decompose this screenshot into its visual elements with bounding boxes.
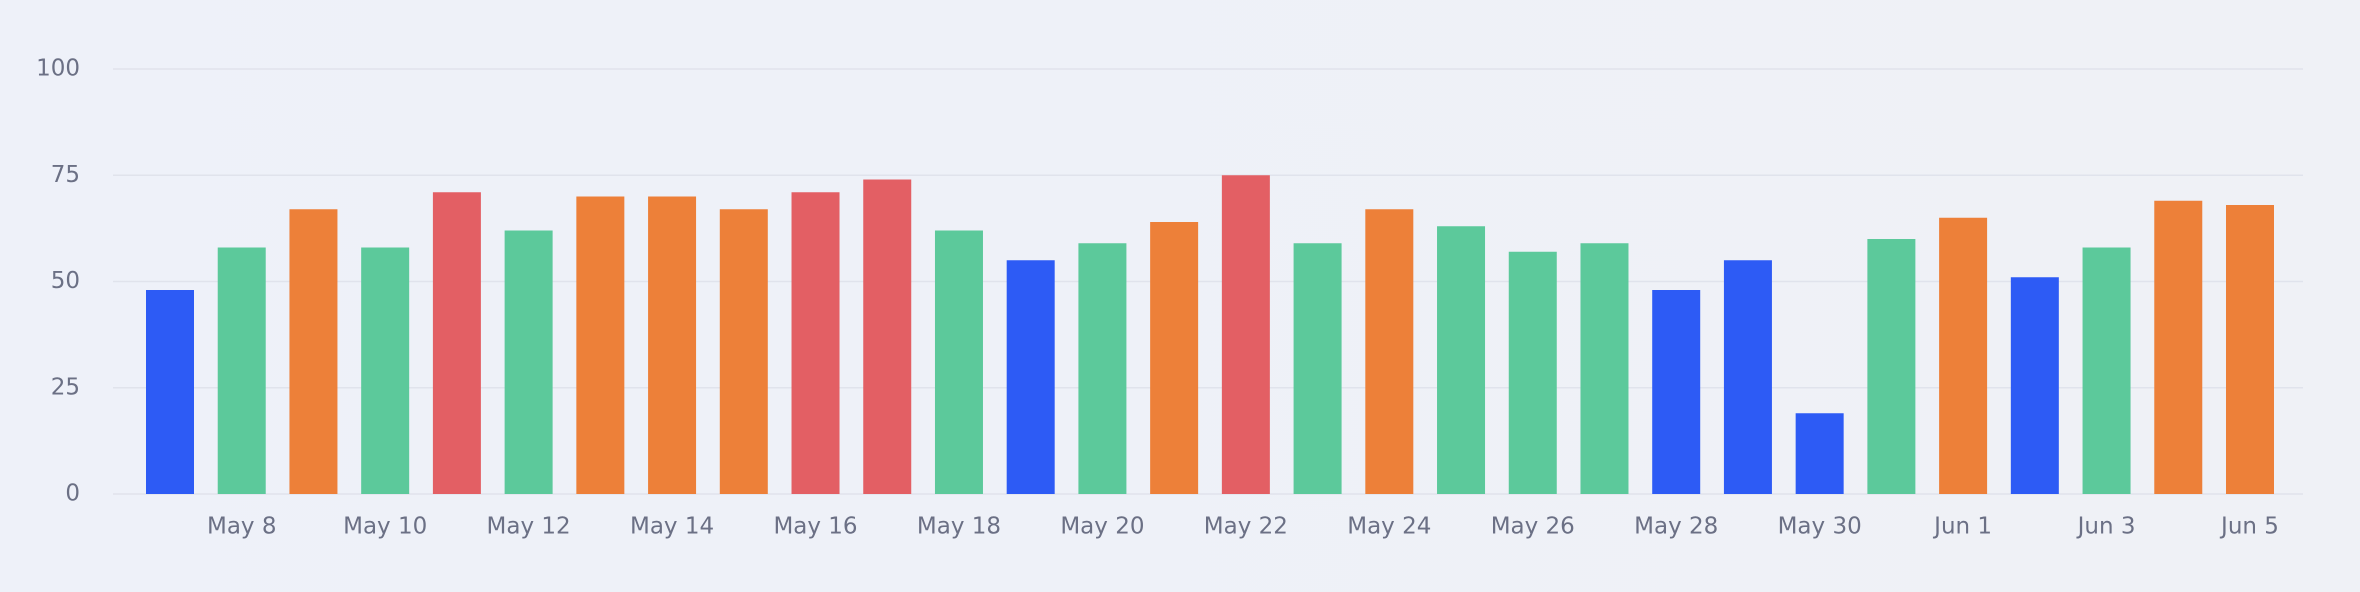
bar xyxy=(504,230,553,494)
x-tick-label: Jun 1 xyxy=(1932,514,1992,540)
bar xyxy=(1437,226,1486,494)
y-tick-label: 0 xyxy=(65,481,80,507)
bar xyxy=(1508,251,1557,494)
bar xyxy=(791,192,840,494)
bar xyxy=(2226,205,2274,494)
y-tick-label: 75 xyxy=(51,162,80,188)
bar xyxy=(648,196,697,494)
x-tick-label: May 18 xyxy=(917,514,1001,540)
x-tick-label: May 12 xyxy=(487,514,571,540)
x-tick-label: May 20 xyxy=(1060,514,1144,540)
x-tick-label: May 26 xyxy=(1491,514,1575,540)
bar xyxy=(1939,217,1988,494)
x-tick-label: Jun 3 xyxy=(2076,514,2136,540)
bar xyxy=(1150,222,1199,494)
x-tick-label: May 30 xyxy=(1778,514,1862,540)
bar xyxy=(432,192,481,494)
bar xyxy=(1580,243,1629,494)
y-tick-label: 25 xyxy=(51,374,80,400)
x-tick-label: May 24 xyxy=(1347,514,1431,540)
bar xyxy=(1078,243,1127,494)
bar xyxy=(289,209,338,494)
bar xyxy=(1723,260,1772,494)
bar xyxy=(863,179,912,494)
x-tick-label: May 8 xyxy=(207,514,277,540)
x-tick-label: May 14 xyxy=(630,514,714,540)
y-tick-label: 50 xyxy=(51,268,80,294)
bar xyxy=(2010,277,2059,494)
bar xyxy=(1221,175,1270,494)
bar xyxy=(1006,260,1055,494)
y-tick-label: 100 xyxy=(36,56,80,82)
bar xyxy=(1293,243,1342,494)
bar xyxy=(217,247,266,494)
bar xyxy=(1652,290,1701,494)
bar xyxy=(1365,209,1414,494)
bar xyxy=(2082,247,2131,494)
x-tick-label: Jun 5 xyxy=(2219,514,2279,540)
x-tick-label: May 16 xyxy=(773,514,857,540)
x-tick-label: May 28 xyxy=(1634,514,1718,540)
bar xyxy=(934,230,983,494)
bar xyxy=(719,209,768,494)
x-tick-label: May 10 xyxy=(343,514,427,540)
bar xyxy=(2154,200,2203,494)
bar xyxy=(576,196,625,494)
bar xyxy=(1795,413,1844,494)
bar xyxy=(1867,239,1916,494)
bar xyxy=(361,247,410,494)
x-tick-label: May 22 xyxy=(1204,514,1288,540)
bar xyxy=(146,290,194,494)
